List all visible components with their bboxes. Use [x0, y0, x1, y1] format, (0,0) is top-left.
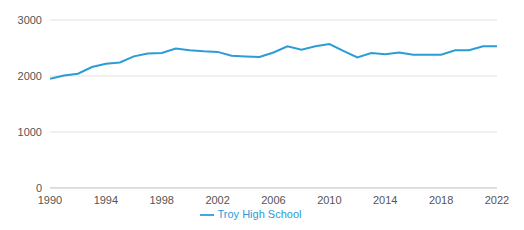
- svg-text:2014: 2014: [373, 194, 397, 206]
- svg-text:1994: 1994: [94, 194, 118, 206]
- svg-text:1000: 1000: [18, 126, 42, 138]
- svg-text:0: 0: [36, 182, 42, 194]
- svg-text:2000: 2000: [18, 70, 42, 82]
- svg-text:3000: 3000: [18, 14, 42, 26]
- svg-text:2002: 2002: [205, 194, 229, 206]
- svg-text:2006: 2006: [261, 194, 285, 206]
- svg-text:1990: 1990: [38, 194, 62, 206]
- svg-text:2022: 2022: [485, 194, 509, 206]
- html-text:Troy High School: Troy High School: [217, 207, 302, 220]
- svg-text:2018: 2018: [429, 194, 453, 206]
- svg-text:2010: 2010: [317, 194, 341, 206]
- svg-text:1998: 1998: [150, 194, 174, 206]
